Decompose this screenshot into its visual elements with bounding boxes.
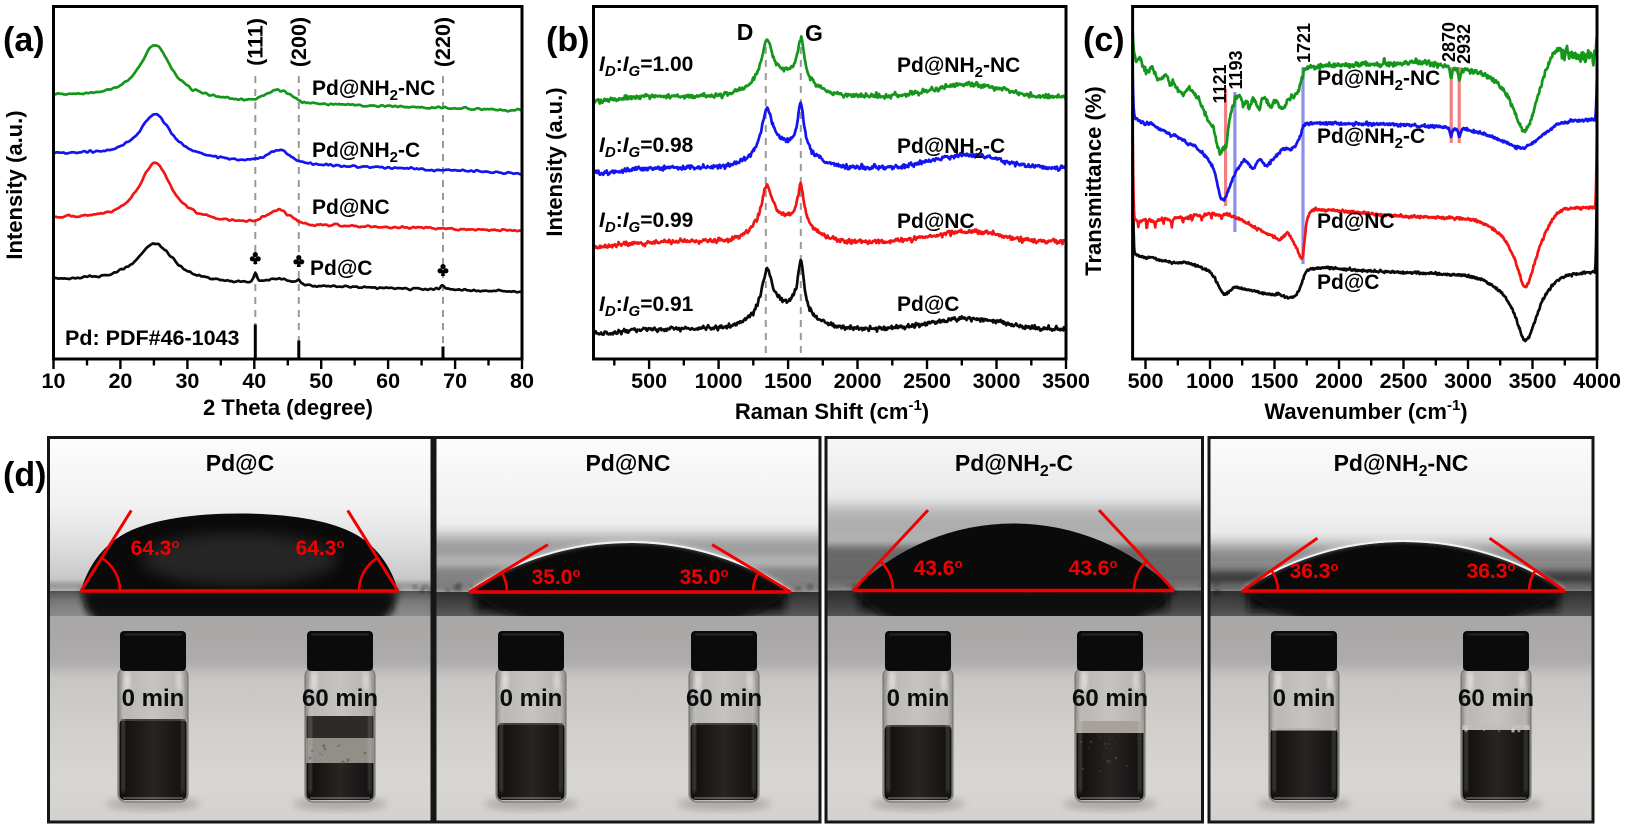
svg-text:20: 20 — [108, 369, 132, 393]
svg-text:ID:IG=0.91: ID:IG=0.91 — [599, 293, 694, 320]
svg-text:ID:IG=0.99: ID:IG=0.99 — [599, 209, 693, 236]
svg-text:(111): (111) — [243, 18, 267, 66]
svg-text:D: D — [737, 19, 754, 45]
svg-text:Pd@NH2-NC: Pd@NH2-NC — [897, 54, 1020, 81]
svg-text:Pd@C: Pd@C — [206, 450, 274, 476]
svg-text:Transmittance (%): Transmittance (%) — [1081, 86, 1106, 276]
svg-text:Intensity (a.u.): Intensity (a.u.) — [2, 110, 27, 259]
svg-text:2000: 2000 — [1315, 369, 1363, 393]
svg-text:Pd: PDF#46-1043: Pd: PDF#46-1043 — [65, 326, 240, 350]
svg-text:(c): (c) — [1083, 21, 1125, 59]
svg-text:35.0o: 35.0o — [532, 565, 581, 589]
svg-text:36.3o: 36.3o — [1467, 559, 1516, 583]
svg-text:1193: 1193 — [1226, 50, 1246, 89]
svg-text:0 min: 0 min — [887, 685, 950, 712]
svg-text:Pd@NH2-C: Pd@NH2-C — [312, 139, 420, 166]
svg-text:1000: 1000 — [695, 369, 743, 393]
svg-text:Pd@NH2-NC: Pd@NH2-NC — [1317, 67, 1440, 94]
svg-text:Pd@C: Pd@C — [310, 257, 372, 280]
svg-text:1500: 1500 — [764, 369, 812, 393]
svg-text:1121: 1121 — [1210, 64, 1230, 103]
svg-text:ID:IG=0.98: ID:IG=0.98 — [599, 134, 694, 161]
svg-text:(a): (a) — [3, 21, 45, 59]
svg-text:500: 500 — [1128, 369, 1164, 393]
svg-text:10: 10 — [42, 369, 66, 393]
svg-text:(200): (200) — [287, 17, 311, 67]
svg-text:ID:IG=1.00: ID:IG=1.00 — [599, 53, 693, 80]
svg-text:Pd@NC: Pd@NC — [1317, 210, 1395, 233]
svg-text:60: 60 — [376, 369, 400, 393]
svg-text:4000: 4000 — [1573, 369, 1621, 393]
svg-text:80: 80 — [510, 369, 534, 393]
svg-text:30: 30 — [175, 369, 199, 393]
svg-text:3500: 3500 — [1509, 369, 1557, 393]
svg-text:Pd@NC: Pd@NC — [585, 450, 670, 476]
svg-text:Pd@NC: Pd@NC — [312, 196, 390, 219]
svg-text:(b): (b) — [546, 21, 589, 59]
svg-text:1500: 1500 — [1251, 369, 1299, 393]
svg-text:40: 40 — [242, 369, 266, 393]
svg-text:0 min: 0 min — [1273, 685, 1336, 712]
svg-text:Pd@C: Pd@C — [1317, 271, 1379, 294]
svg-text:2500: 2500 — [903, 369, 951, 393]
svg-text:2932: 2932 — [1454, 24, 1474, 64]
svg-text:60 min: 60 min — [302, 685, 378, 712]
svg-text:Pd@NH2-NC: Pd@NH2-NC — [1334, 450, 1469, 480]
svg-text:60 min: 60 min — [1072, 685, 1148, 712]
svg-text:(d): (d) — [3, 456, 46, 494]
svg-text:64.3o: 64.3o — [296, 536, 345, 560]
svg-text:2 Theta (degree): 2 Theta (degree) — [203, 395, 373, 420]
svg-text:35.0o: 35.0o — [680, 565, 729, 589]
svg-text:Pd@C: Pd@C — [897, 293, 959, 316]
svg-text:3500: 3500 — [1042, 369, 1090, 393]
svg-text:70: 70 — [443, 369, 467, 393]
svg-text:3000: 3000 — [1444, 369, 1492, 393]
svg-text:60 min: 60 min — [686, 685, 762, 712]
svg-text:43.6o: 43.6o — [1069, 556, 1118, 580]
svg-text:Pd@NH2-C: Pd@NH2-C — [897, 135, 1005, 162]
svg-text:2500: 2500 — [1380, 369, 1428, 393]
svg-text:2000: 2000 — [834, 369, 882, 393]
svg-text:0 min: 0 min — [122, 685, 185, 712]
svg-text:60 min: 60 min — [1458, 685, 1534, 712]
svg-text:43.6o: 43.6o — [914, 556, 963, 580]
svg-text:Intensity (a.u.): Intensity (a.u.) — [542, 87, 567, 236]
svg-text:Pd@NH2-C: Pd@NH2-C — [955, 450, 1073, 480]
svg-text:Wavenumber (cm-1): Wavenumber (cm-1) — [1264, 397, 1467, 424]
svg-text:3000: 3000 — [973, 369, 1021, 393]
svg-text:Pd@NH2-C: Pd@NH2-C — [1317, 125, 1425, 152]
svg-text:500: 500 — [631, 369, 667, 393]
svg-text:64.3o: 64.3o — [131, 536, 180, 560]
svg-text:2870: 2870 — [1439, 22, 1459, 62]
svg-text:(220): (220) — [431, 17, 455, 67]
svg-text:G: G — [805, 20, 823, 46]
svg-text:36.3o: 36.3o — [1290, 559, 1339, 583]
svg-text:Raman Shift (cm-1): Raman Shift (cm-1) — [735, 397, 929, 424]
svg-text:1000: 1000 — [1186, 369, 1234, 393]
svg-text:0 min: 0 min — [500, 685, 563, 712]
svg-text:Pd@NH2-NC: Pd@NH2-NC — [312, 77, 435, 104]
svg-text:50: 50 — [309, 369, 333, 393]
svg-text:Pd@NC: Pd@NC — [897, 210, 975, 233]
svg-text:1721: 1721 — [1294, 23, 1314, 63]
